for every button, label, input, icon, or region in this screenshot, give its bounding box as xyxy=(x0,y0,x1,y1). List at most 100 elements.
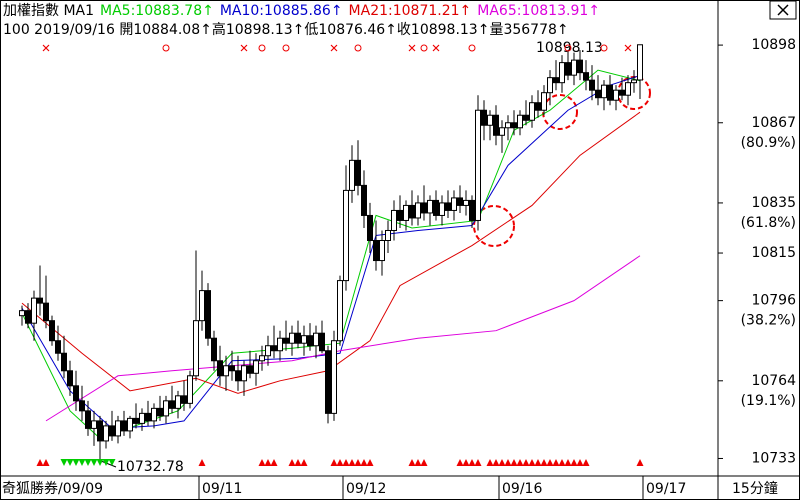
close-icon[interactable] xyxy=(777,4,789,16)
candle-body xyxy=(637,44,643,81)
sell-triangle xyxy=(528,459,536,466)
candle-body xyxy=(427,199,433,214)
candle-body xyxy=(517,114,523,129)
candle-body xyxy=(247,365,253,374)
candle-body xyxy=(451,197,457,211)
buy-signal xyxy=(162,44,170,52)
fib-label: (38.2%) xyxy=(741,313,796,329)
candle-body xyxy=(211,337,217,362)
candle-body xyxy=(289,332,295,344)
buy-triangle xyxy=(96,459,104,466)
candle-body xyxy=(199,290,205,322)
candle-body xyxy=(463,199,469,206)
candle-body xyxy=(343,189,349,282)
candle-body xyxy=(487,114,493,126)
y-tick-label: 10733 xyxy=(751,450,796,466)
candle-body xyxy=(163,400,169,417)
sell-triangle xyxy=(522,459,530,466)
candle-body xyxy=(439,202,445,216)
sell-triangle xyxy=(546,459,554,466)
y-tick-label: 10867 xyxy=(751,115,796,131)
sell-triangle xyxy=(366,459,374,466)
sell-triangle xyxy=(354,459,362,466)
candle-body xyxy=(241,365,247,382)
buy-signal xyxy=(258,44,266,52)
sell-triangle xyxy=(486,459,494,466)
candle-body xyxy=(589,79,595,91)
candle-body xyxy=(577,59,583,74)
y-tick-label: 10764 xyxy=(751,373,796,389)
y-tick-label: 10796 xyxy=(751,293,796,309)
legend: 加權指數 MA1 MA5:10883.78↑ MA10:10885.86↑ MA21:… xyxy=(3,3,600,19)
sell-signal xyxy=(408,44,416,52)
buy-signal xyxy=(282,44,290,52)
buy-triangle xyxy=(102,459,110,466)
candle-body xyxy=(109,425,115,437)
buy-signal xyxy=(354,44,362,52)
candle-body xyxy=(559,62,565,84)
candle-body xyxy=(121,420,127,432)
candle-body xyxy=(607,84,613,101)
candle-body xyxy=(37,297,43,304)
sell-triangle xyxy=(492,459,500,466)
buy-signal xyxy=(420,44,428,52)
candle-body xyxy=(307,335,313,347)
candle-body xyxy=(253,360,259,374)
buy-signal xyxy=(564,44,572,52)
candle-body xyxy=(79,400,85,412)
candle-body xyxy=(319,332,325,352)
candle-body xyxy=(391,209,397,231)
sell-triangle xyxy=(552,459,560,466)
candle-body xyxy=(139,412,145,424)
sell-triangle xyxy=(498,459,506,466)
header: 加權指數 MA1 MA5:10883.78↑ MA10:10885.86↑ MA21:… xyxy=(3,3,600,38)
high-annotation: 10898.13 xyxy=(536,40,603,56)
candle-body xyxy=(493,114,499,136)
candle-body xyxy=(91,420,97,429)
candle-body xyxy=(301,335,307,344)
candle-body xyxy=(73,385,79,402)
candle-body xyxy=(43,302,49,322)
candle-body xyxy=(601,84,607,99)
sell-signal xyxy=(624,44,632,52)
sell-triangle xyxy=(564,459,572,466)
candle-body xyxy=(469,199,475,221)
candle-body xyxy=(409,204,415,219)
legend-entry: MA10:10885.86↑ xyxy=(220,3,343,19)
candle-body xyxy=(541,92,547,111)
sell-triangle xyxy=(36,459,44,466)
candle-body xyxy=(187,375,193,404)
sell-triangle xyxy=(576,459,584,466)
candle-body xyxy=(433,199,439,216)
sell-triangle xyxy=(342,459,350,466)
candle-body xyxy=(157,407,163,417)
candle-body xyxy=(613,89,619,101)
x-label: 09/11 xyxy=(202,481,242,497)
close-button[interactable] xyxy=(769,0,797,20)
candle-body xyxy=(403,204,409,221)
y-tick-label: 10898 xyxy=(751,37,796,53)
sell-triangle xyxy=(462,459,470,466)
candle-body xyxy=(619,89,625,96)
candle-body xyxy=(151,407,157,422)
fib-label: (61.8%) xyxy=(741,215,796,231)
candle-body xyxy=(19,310,25,317)
low-annotation: 10732.78 xyxy=(117,459,184,475)
candle-body xyxy=(385,229,391,242)
candle-body xyxy=(583,72,589,81)
candle-body xyxy=(259,355,265,362)
candle-body xyxy=(337,280,343,342)
candle-body xyxy=(445,202,451,211)
candle-body xyxy=(511,122,517,129)
sell-triangle xyxy=(468,459,476,466)
buy-triangle xyxy=(90,459,98,466)
sell-triangle xyxy=(570,459,578,466)
y-tick-label: 10815 xyxy=(751,245,796,261)
sell-triangle xyxy=(258,459,266,466)
sell-signal xyxy=(240,44,248,52)
sell-triangle xyxy=(582,459,590,466)
sell-signal xyxy=(432,44,440,52)
candle-body xyxy=(547,77,553,94)
x-label: 奇狐勝券/09/09 xyxy=(2,480,103,497)
